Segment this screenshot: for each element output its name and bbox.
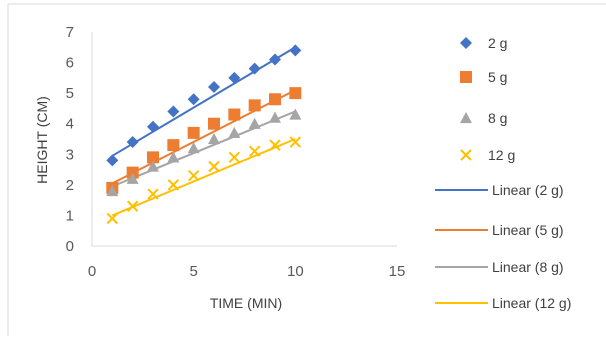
data-point-series-2: [248, 99, 261, 112]
data-point-series-4: [187, 169, 200, 182]
x-marker-stroke: [208, 160, 220, 173]
data-point-series-2: [147, 151, 159, 164]
data-point-series-1: [147, 120, 159, 133]
legend-marker: [460, 112, 472, 124]
data-point-series-3: [289, 108, 302, 120]
x-marker-stroke: [167, 179, 180, 191]
data-point-series-1: [106, 154, 119, 167]
legend-label: Linear (12 g): [492, 295, 571, 311]
x-marker-stroke: [228, 151, 241, 164]
legend-label: 2 g: [488, 35, 507, 51]
y-axis-title: HEIGHT (CM): [34, 96, 50, 184]
data-point-series-2: [269, 93, 281, 106]
data-point-series-4: [269, 139, 281, 151]
legend-label: Linear (8 g): [492, 259, 564, 275]
y-tick-label: 5: [66, 85, 74, 102]
trendline-4: [111, 138, 296, 217]
legend-marker: [460, 149, 472, 161]
data-point-series-1: [248, 62, 261, 75]
legend-label: 5 g: [488, 69, 507, 85]
x-tick-label: 10: [287, 263, 304, 280]
x-tick-label: 5: [189, 263, 197, 280]
x-marker-stroke: [187, 169, 200, 182]
data-point-series-4: [147, 188, 159, 200]
tick-labels: 0 5 10 15 0 1 2 3 4 5 6 7: [66, 24, 406, 280]
data-point-series-3: [248, 117, 261, 129]
legend-label: Linear (2 g): [492, 182, 564, 198]
x-tick-label: 15: [389, 263, 406, 280]
data-point-series-2: [187, 126, 200, 139]
y-tick-label: 0: [66, 238, 74, 255]
data-point-series-2: [228, 108, 241, 121]
data-point-series-2: [289, 87, 302, 100]
data-point-series-4: [208, 160, 220, 173]
data-point-series-3: [167, 151, 180, 163]
data-point-series-2: [126, 166, 139, 179]
trendlines: [111, 46, 296, 217]
data-point-series-3: [208, 133, 220, 145]
y-tick-label: 7: [66, 24, 74, 41]
x-marker-stroke: [460, 149, 472, 161]
data-point-series-1: [269, 53, 281, 66]
data-point-series-4: [289, 136, 302, 148]
data-point-series-4: [126, 200, 139, 212]
data-points: [106, 44, 302, 225]
legend-marker: [460, 37, 472, 49]
legend-label: Linear (5 g): [492, 222, 564, 238]
data-point-series-3: [228, 126, 241, 138]
data-point-series-3: [269, 111, 281, 123]
data-point-series-1: [126, 136, 139, 149]
x-marker-stroke: [126, 200, 139, 212]
data-point-series-3: [147, 160, 159, 172]
data-point-series-4: [228, 151, 241, 164]
y-tick-label: 2: [66, 177, 74, 194]
data-point-series-4: [106, 212, 119, 225]
x-axis-title: TIME (MIN): [210, 295, 282, 311]
data-point-series-1: [167, 105, 180, 118]
data-point-series-2: [167, 139, 180, 152]
y-tick-label: 3: [66, 146, 74, 163]
x-marker-stroke: [106, 212, 119, 225]
y-tick-label: 6: [66, 55, 74, 72]
x-tick-label: 0: [88, 263, 96, 280]
x-marker-stroke: [147, 188, 159, 200]
data-point-series-3: [187, 142, 200, 154]
data-point-series-4: [248, 145, 261, 157]
legend: 2 g 5 g 8 g 12 g Linear (2 g) Linear (5 g) Lin…: [435, 35, 571, 311]
y-tick-label: 1: [66, 207, 74, 224]
data-point-series-3: [126, 172, 139, 184]
axes-layer: [91, 32, 397, 247]
trendline-1: [111, 46, 296, 157]
data-point-series-2: [208, 117, 220, 130]
trendline-2: [111, 89, 296, 185]
legend-label: 12 g: [488, 147, 515, 163]
data-point-series-1: [228, 71, 241, 84]
trendline-3: [111, 110, 296, 188]
data-point-series-1: [208, 81, 220, 94]
x-marker-stroke: [248, 145, 261, 157]
x-marker-stroke: [269, 139, 281, 151]
y-tick-label: 4: [66, 116, 74, 133]
x-marker-stroke: [289, 136, 302, 148]
data-point-series-4: [167, 179, 180, 191]
data-point-series-1: [187, 93, 200, 106]
data-point-series-1: [289, 44, 302, 57]
legend-label: 8 g: [488, 110, 507, 126]
data-point-series-3: [106, 184, 119, 197]
legend-marker: [460, 71, 472, 83]
